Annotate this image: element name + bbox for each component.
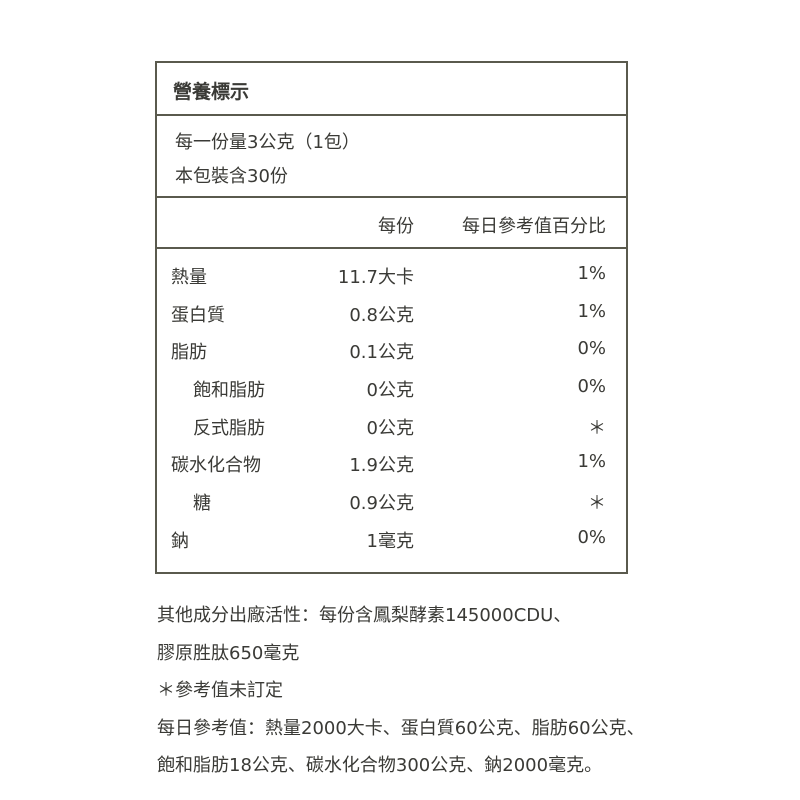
- table-title: 營養標示: [173, 81, 250, 103]
- nutrient-rows: 熱量 11.7大卡 1% 蛋白質 0.8公克 1% 脂肪 0.1公克 0% 飽和脂肪 …: [157, 263, 626, 565]
- nutrition-facts-table: 營養標示 每一份量3公克（1包） 本包裝含30份 每份 每日參考值百分比 熱量 …: [155, 61, 628, 574]
- table-row: 蛋白質 0.8公克 1%: [157, 301, 626, 339]
- serving-section: 每一份量3公克（1包） 本包裝含30份: [157, 116, 626, 198]
- nutrient-value: 0公克: [366, 380, 414, 402]
- nutrient-daily-pct: ＊: [588, 417, 606, 439]
- serving-size: 每一份量3公克（1包）: [175, 132, 360, 153]
- nutrient-daily-pct: 1%: [577, 263, 606, 284]
- nutrient-daily-pct: 1%: [577, 300, 606, 322]
- table-row: 飽和脂肪 0公克 0%: [157, 376, 626, 414]
- footnote-line: 飽和脂肪18公克、碳水化合物300公克、鈉2000毫克。: [157, 755, 603, 776]
- col-per-serving: 每份: [378, 216, 414, 237]
- nutrient-value: 1毫克: [366, 530, 414, 552]
- nutrient-daily-pct: 0%: [577, 338, 606, 360]
- footnotes: 其他成分出廠活性：每份含鳳梨酵素145000CDU、 膠原胜肽650毫克 ＊參考值未…: [157, 597, 645, 785]
- nutrient-value: 0.1公克: [349, 342, 414, 364]
- nutrient-name: 鈉: [171, 530, 189, 552]
- footnote-line: ＊參考值未訂定: [157, 680, 283, 701]
- nutrient-daily-pct: ＊: [588, 493, 606, 515]
- nutrient-name: 反式脂肪: [193, 417, 265, 439]
- nutrient-daily-pct: 0%: [577, 376, 606, 398]
- table-title-section: 營養標示: [157, 63, 626, 116]
- nutrient-name: 碳水化合物: [171, 455, 261, 477]
- table-row: 糖 0.9公克 ＊: [157, 489, 626, 527]
- nutrient-daily-pct: 1%: [577, 451, 606, 473]
- nutrient-daily-pct: 0%: [577, 526, 606, 548]
- nutrient-name: 飽和脂肪: [193, 380, 265, 402]
- table-row: 反式脂肪 0公克 ＊: [157, 414, 626, 452]
- nutrient-value: 11.7大卡: [337, 267, 414, 288]
- nutrient-value: 1.9公克: [349, 455, 414, 477]
- table-row: 碳水化合物 1.9公克 1%: [157, 451, 626, 489]
- nutrient-name: 脂肪: [171, 342, 207, 364]
- footnote-line: 每日參考值：熱量2000大卡、蛋白質60公克、脂肪60公克、: [157, 717, 645, 739]
- nutrient-name: 糖: [193, 493, 211, 515]
- footnote-line: 膠原胜肽650毫克: [157, 642, 300, 664]
- nutrient-value: 0.9公克: [349, 493, 414, 515]
- table-row: 脂肪 0.1公克 0%: [157, 338, 626, 376]
- table-row: 鈉 1毫克 0%: [157, 527, 626, 565]
- servings-per-package: 本包裝含30份: [175, 166, 288, 187]
- nutrient-name: 蛋白質: [171, 304, 225, 326]
- nutrient-name: 熱量: [171, 267, 207, 288]
- nutrient-value: 0.8公克: [349, 304, 414, 326]
- col-daily-pct: 每日參考值百分比: [462, 216, 606, 237]
- nutrient-value: 0公克: [366, 417, 414, 439]
- table-row: 熱量 11.7大卡 1%: [157, 263, 626, 301]
- column-header: 每份 每日參考值百分比: [157, 198, 626, 249]
- footnote-line: 其他成分出廠活性：每份含鳳梨酵素145000CDU、: [157, 605, 572, 626]
